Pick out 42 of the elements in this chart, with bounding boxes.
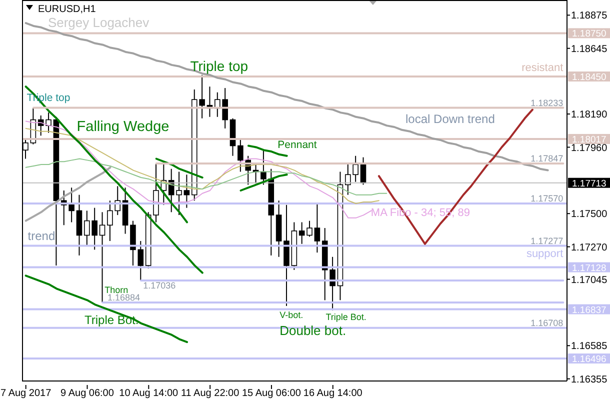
ref-line-label: 1.18750 <box>572 28 606 40</box>
y-tick-label: 1.16585 <box>571 341 608 352</box>
ref-line-label: 1.18017 <box>572 134 606 145</box>
annotation: V-bot. <box>280 310 304 320</box>
annotation: Triple top <box>190 58 248 74</box>
annotation: Falling Wedge <box>76 119 170 135</box>
annotation: trend <box>28 229 56 243</box>
annotation: 1.16708 <box>530 318 564 328</box>
y-tick-label: 1.17500 <box>571 209 608 220</box>
annotation: 1.16884 <box>108 292 140 302</box>
chart-title: EURUSD,H1 <box>38 4 96 14</box>
x-tick-label: 7 Aug 2017 <box>0 388 52 400</box>
x-tick-label: 10 Aug 14:00 <box>119 388 179 400</box>
ref-line-label: 1.17128 <box>572 262 606 274</box>
annotation: local Down trend <box>406 112 495 126</box>
annotation: Triple Bot. <box>326 312 366 322</box>
ref-line-label: 1.16837 <box>572 304 606 316</box>
y-tick-label: 1.18645 <box>571 44 608 55</box>
annotation: 1.17036 <box>143 280 176 291</box>
y-tick-label: 1.17960 <box>571 142 608 154</box>
annotation: Double bot. <box>280 322 346 338</box>
annotation: 1.18233 <box>530 98 564 108</box>
annotation: 1.17570 <box>530 193 564 204</box>
ref-line-label: 1.16496 <box>572 353 606 364</box>
annotation: Triple Bot. <box>84 313 139 327</box>
y-tick-label: 1.18190 <box>571 110 608 121</box>
y-tick-label: 1.17045 <box>571 274 608 286</box>
x-tick-label: 11 Aug 22:00 <box>180 388 240 400</box>
y-tick-label: 1.17270 <box>571 242 608 254</box>
x-tick-label: 15 Aug 06:00 <box>242 388 302 400</box>
y-tick-label: 1.18875 <box>571 10 608 22</box>
annotation: Thorn <box>104 285 128 295</box>
annotation: support <box>526 248 564 260</box>
y-tick-label: 1.16355 <box>571 374 608 386</box>
ref-line-label: 1.18450 <box>572 71 606 82</box>
annotation: 1.17847 <box>530 154 564 164</box>
annotation: Pennant <box>278 139 317 151</box>
annotation: 1.17277 <box>530 236 564 246</box>
x-tick-label: 16 Aug 14:00 <box>303 388 363 400</box>
annotation: resistant <box>522 62 564 74</box>
x-tick-label: 9 Aug 06:00 <box>60 388 114 400</box>
ref-line-label: 1.17713 <box>572 178 606 189</box>
